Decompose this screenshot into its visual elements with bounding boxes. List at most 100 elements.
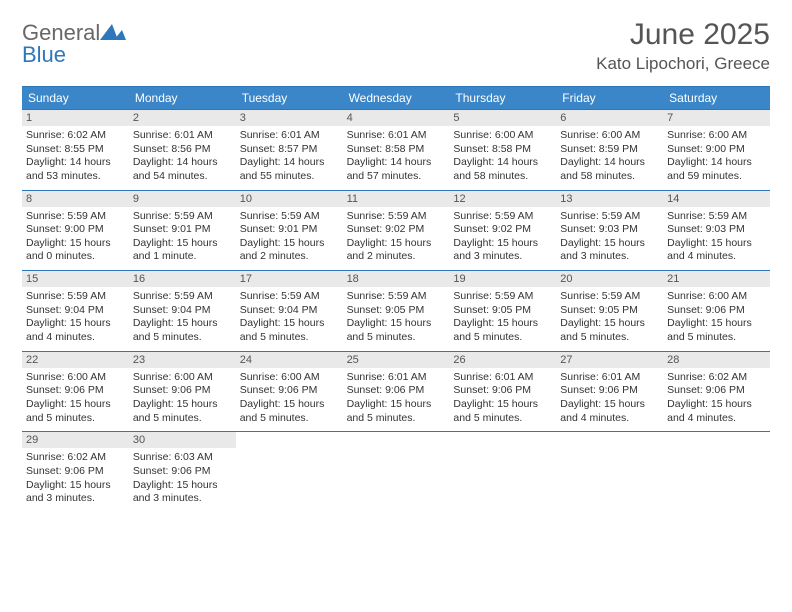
day-cell: 28Sunrise: 6:02 AMSunset: 9:06 PMDayligh…: [663, 352, 770, 432]
sunrise-text: Sunrise: 6:00 AM: [26, 371, 125, 385]
daylight-text: Daylight: 14 hours: [26, 156, 125, 170]
day-cell: 8Sunrise: 5:59 AMSunset: 9:00 PMDaylight…: [22, 191, 129, 271]
sunset-text: Sunset: 9:04 PM: [133, 304, 232, 318]
day-cell: 4Sunrise: 6:01 AMSunset: 8:58 PMDaylight…: [343, 110, 450, 190]
daylight-text: and 4 minutes.: [667, 250, 766, 264]
daylight-text: and 3 minutes.: [133, 492, 232, 506]
day-cell: 6Sunrise: 6:00 AMSunset: 8:59 PMDaylight…: [556, 110, 663, 190]
day-number: 11: [343, 191, 450, 207]
daylight-text: Daylight: 14 hours: [240, 156, 339, 170]
sunset-text: Sunset: 8:57 PM: [240, 143, 339, 157]
day-number: 25: [343, 352, 450, 368]
day-cell: 10Sunrise: 5:59 AMSunset: 9:01 PMDayligh…: [236, 191, 343, 271]
sunset-text: Sunset: 9:01 PM: [133, 223, 232, 237]
header: General Blue June 2025 Kato Lipochori, G…: [22, 18, 770, 74]
daylight-text: and 2 minutes.: [347, 250, 446, 264]
sunrise-text: Sunrise: 6:01 AM: [347, 371, 446, 385]
sunrise-text: Sunrise: 6:01 AM: [347, 129, 446, 143]
day-cell: 25 Sunrise: 6:01 AMSunset: 9:06 PMDayligh…: [343, 352, 450, 432]
day-cell: 12Sunrise: 5:59 AMSunset: 9:02 PMDayligh…: [449, 191, 556, 271]
sunrise-text: Sunrise: 5:59 AM: [26, 290, 125, 304]
daylight-text: and 58 minutes.: [453, 170, 552, 184]
day-number: 28: [663, 352, 770, 368]
daylight-text: Daylight: 15 hours: [133, 317, 232, 331]
logo-blue: Blue: [22, 42, 66, 67]
daylight-text: Daylight: 15 hours: [133, 398, 232, 412]
daylight-text: and 4 minutes.: [560, 412, 659, 426]
day-number: 19: [449, 271, 556, 287]
day-cell: 14Sunrise: 5:59 AMSunset: 9:03 PMDayligh…: [663, 191, 770, 271]
daylight-text: Daylight: 14 hours: [133, 156, 232, 170]
daylight-text: and 55 minutes.: [240, 170, 339, 184]
daylight-text: Daylight: 14 hours: [347, 156, 446, 170]
day-number: 10: [236, 191, 343, 207]
daylight-text: and 5 minutes.: [240, 331, 339, 345]
daylight-text: and 54 minutes.: [133, 170, 232, 184]
daylight-text: Daylight: 15 hours: [240, 317, 339, 331]
sunrise-text: Sunrise: 6:03 AM: [133, 451, 232, 465]
day-number: 15: [22, 271, 129, 287]
sunrise-text: Sunrise: 6:01 AM: [133, 129, 232, 143]
sunrise-text: Sunrise: 5:59 AM: [453, 290, 552, 304]
day-cell: 29Sunrise: 6:02 AMSunset: 9:06 PMDayligh…: [22, 432, 129, 512]
dayhead-tuesday: Tuesday: [236, 87, 343, 109]
logo: General Blue: [22, 18, 126, 66]
day-cell: 11 Sunrise: 5:59 AMSunset: 9:02 PMDayligh…: [343, 191, 450, 271]
week-row: 29Sunrise: 6:02 AMSunset: 9:06 PMDayligh…: [22, 431, 770, 512]
sunrise-text: Sunrise: 6:00 AM: [560, 129, 659, 143]
daylight-text: and 5 minutes.: [667, 331, 766, 345]
sunset-text: Sunset: 9:06 PM: [560, 384, 659, 398]
day-cell: [449, 432, 556, 512]
daylight-text: Daylight: 15 hours: [26, 317, 125, 331]
sunset-text: Sunset: 9:05 PM: [560, 304, 659, 318]
sunset-text: Sunset: 9:02 PM: [453, 223, 552, 237]
day-number: 22: [22, 352, 129, 368]
week-row: 1Sunrise: 6:02 AMSunset: 8:55 PMDaylight…: [22, 109, 770, 190]
day-number: 5: [449, 110, 556, 126]
sunrise-text: Sunrise: 5:59 AM: [133, 290, 232, 304]
daylight-text: and 5 minutes.: [240, 412, 339, 426]
daylight-text: Daylight: 15 hours: [26, 479, 125, 493]
daylight-text: Daylight: 15 hours: [347, 398, 446, 412]
day-cell: 13Sunrise: 5:59 AMSunset: 9:03 PMDayligh…: [556, 191, 663, 271]
daylight-text: Daylight: 15 hours: [347, 237, 446, 251]
daylight-text: Daylight: 15 hours: [133, 479, 232, 493]
sunset-text: Sunset: 9:06 PM: [667, 304, 766, 318]
sunset-text: Sunset: 9:06 PM: [347, 384, 446, 398]
day-cell: 20 Sunrise: 5:59 AMSunset: 9:05 PMDayligh…: [556, 271, 663, 351]
sunset-text: Sunset: 9:02 PM: [347, 223, 446, 237]
day-number: 26: [449, 352, 556, 368]
day-number: 7: [663, 110, 770, 126]
sunrise-text: Sunrise: 5:59 AM: [347, 210, 446, 224]
day-cell: [556, 432, 663, 512]
daylight-text: Daylight: 14 hours: [667, 156, 766, 170]
daylight-text: Daylight: 15 hours: [667, 237, 766, 251]
day-number: 29: [22, 432, 129, 448]
day-number: 8: [22, 191, 129, 207]
sunset-text: Sunset: 9:05 PM: [347, 304, 446, 318]
day-cell: 18Sunrise: 5:59 AMSunset: 9:05 PMDayligh…: [343, 271, 450, 351]
daylight-text: Daylight: 15 hours: [560, 317, 659, 331]
day-cell: 17Sunrise: 5:59 AMSunset: 9:04 PMDayligh…: [236, 271, 343, 351]
daylight-text: Daylight: 15 hours: [453, 317, 552, 331]
sunrise-text: Sunrise: 5:59 AM: [26, 210, 125, 224]
page-title: June 2025: [596, 18, 770, 52]
day-cell: [663, 432, 770, 512]
daylight-text: Daylight: 15 hours: [453, 237, 552, 251]
sunrise-text: Sunrise: 6:00 AM: [667, 129, 766, 143]
sunset-text: Sunset: 8:56 PM: [133, 143, 232, 157]
sunrise-text: Sunrise: 6:01 AM: [240, 129, 339, 143]
day-cell: 26Sunrise: 6:01 AMSunset: 9:06 PMDayligh…: [449, 352, 556, 432]
title-block: June 2025 Kato Lipochori, Greece: [596, 18, 770, 74]
day-number: 4: [343, 110, 450, 126]
day-number: 20: [556, 271, 663, 287]
sunrise-text: Sunrise: 5:59 AM: [453, 210, 552, 224]
daylight-text: and 58 minutes.: [560, 170, 659, 184]
daylight-text: Daylight: 14 hours: [453, 156, 552, 170]
sunset-text: Sunset: 9:06 PM: [240, 384, 339, 398]
day-number: 23: [129, 352, 236, 368]
daylight-text: Daylight: 15 hours: [667, 398, 766, 412]
sunrise-text: Sunrise: 5:59 AM: [560, 290, 659, 304]
daylight-text: Daylight: 15 hours: [133, 237, 232, 251]
daylight-text: Daylight: 15 hours: [26, 237, 125, 251]
